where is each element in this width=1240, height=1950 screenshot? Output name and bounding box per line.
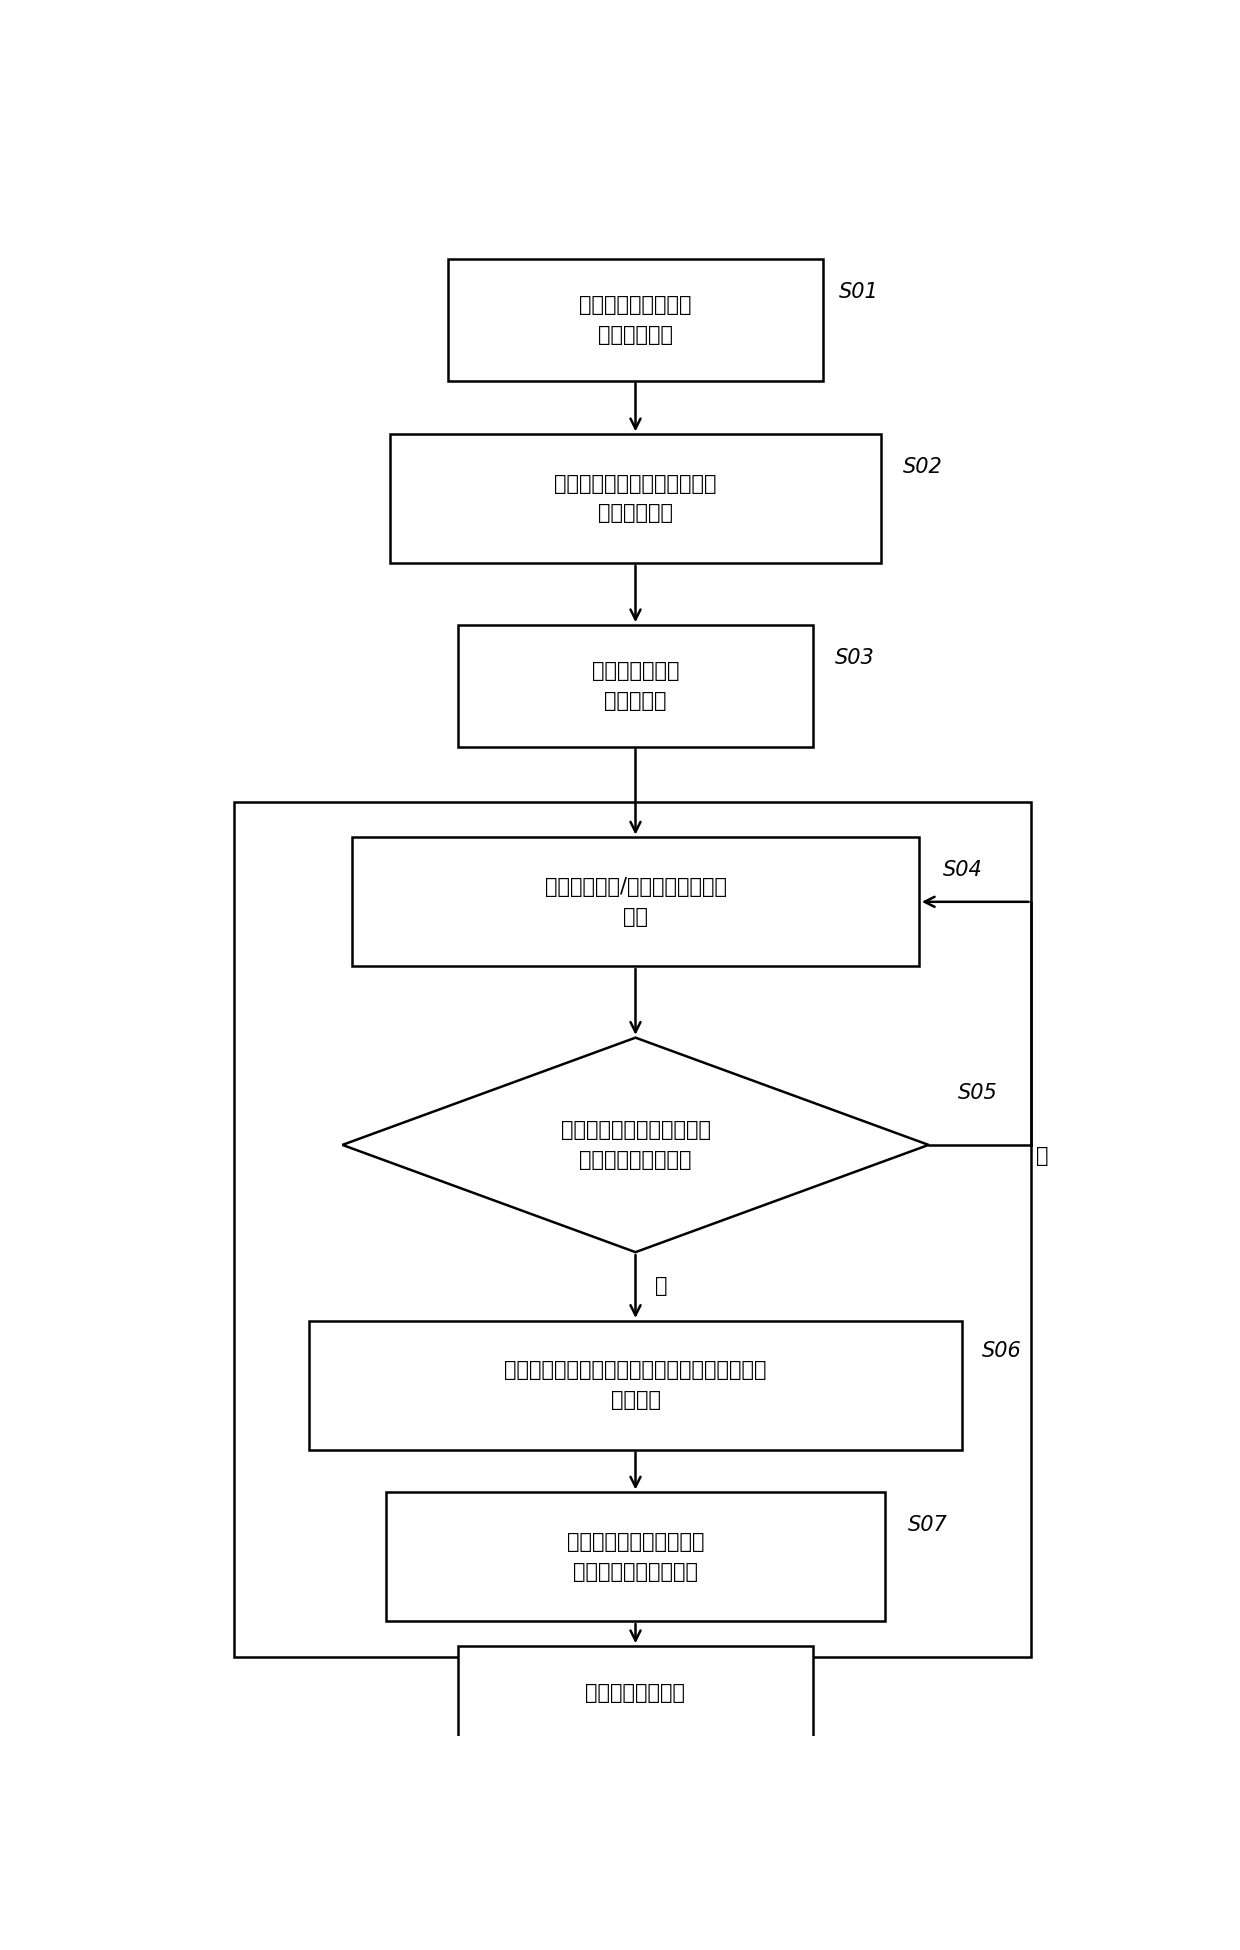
Text: 按等宽的方式产
生初始布线: 按等宽的方式产 生初始布线 bbox=[591, 661, 680, 710]
Text: S05: S05 bbox=[957, 1082, 997, 1104]
Bar bbox=[458, 1646, 813, 1739]
Text: 否: 否 bbox=[655, 1275, 667, 1297]
Text: S07: S07 bbox=[908, 1515, 947, 1535]
Bar bbox=[448, 259, 823, 380]
Text: 判断每根网线的电阻差值是
否小于预设电阻参数: 判断每根网线的电阻差值是 否小于预设电阻参数 bbox=[560, 1119, 711, 1170]
Text: 根据网线电阻值的微分和电阻差值来计算网线宽
度调整值: 根据网线电阻值的微分和电阻差值来计算网线宽 度调整值 bbox=[505, 1361, 766, 1410]
Polygon shape bbox=[342, 1037, 929, 1252]
Text: S06: S06 bbox=[982, 1340, 1022, 1361]
Bar bbox=[386, 1492, 885, 1620]
Text: S04: S04 bbox=[942, 860, 983, 879]
Text: 读入布线区域与待布
网线端口信息: 读入布线区域与待布 网线端口信息 bbox=[579, 294, 692, 345]
Text: 输出当前布线结果: 输出当前布线结果 bbox=[585, 1683, 686, 1702]
Text: S02: S02 bbox=[903, 456, 942, 478]
Bar bbox=[309, 1320, 962, 1449]
Bar bbox=[458, 626, 813, 747]
Text: 是: 是 bbox=[1037, 1147, 1049, 1166]
Text: S01: S01 bbox=[839, 283, 879, 302]
Text: 计算每条网线/几何子段当前的电
阻值: 计算每条网线/几何子段当前的电 阻值 bbox=[544, 878, 727, 926]
Text: S03: S03 bbox=[835, 649, 874, 669]
Text: 将待布线区域划分成串列的四
边形或三角形: 将待布线区域划分成串列的四 边形或三角形 bbox=[554, 474, 717, 523]
Bar bbox=[234, 801, 1032, 1658]
Bar bbox=[391, 435, 880, 564]
Bar bbox=[352, 837, 919, 965]
Text: 由网线宽度调整值来调整
几何子段的形状及位置: 由网线宽度调整值来调整 几何子段的形状及位置 bbox=[567, 1533, 704, 1581]
